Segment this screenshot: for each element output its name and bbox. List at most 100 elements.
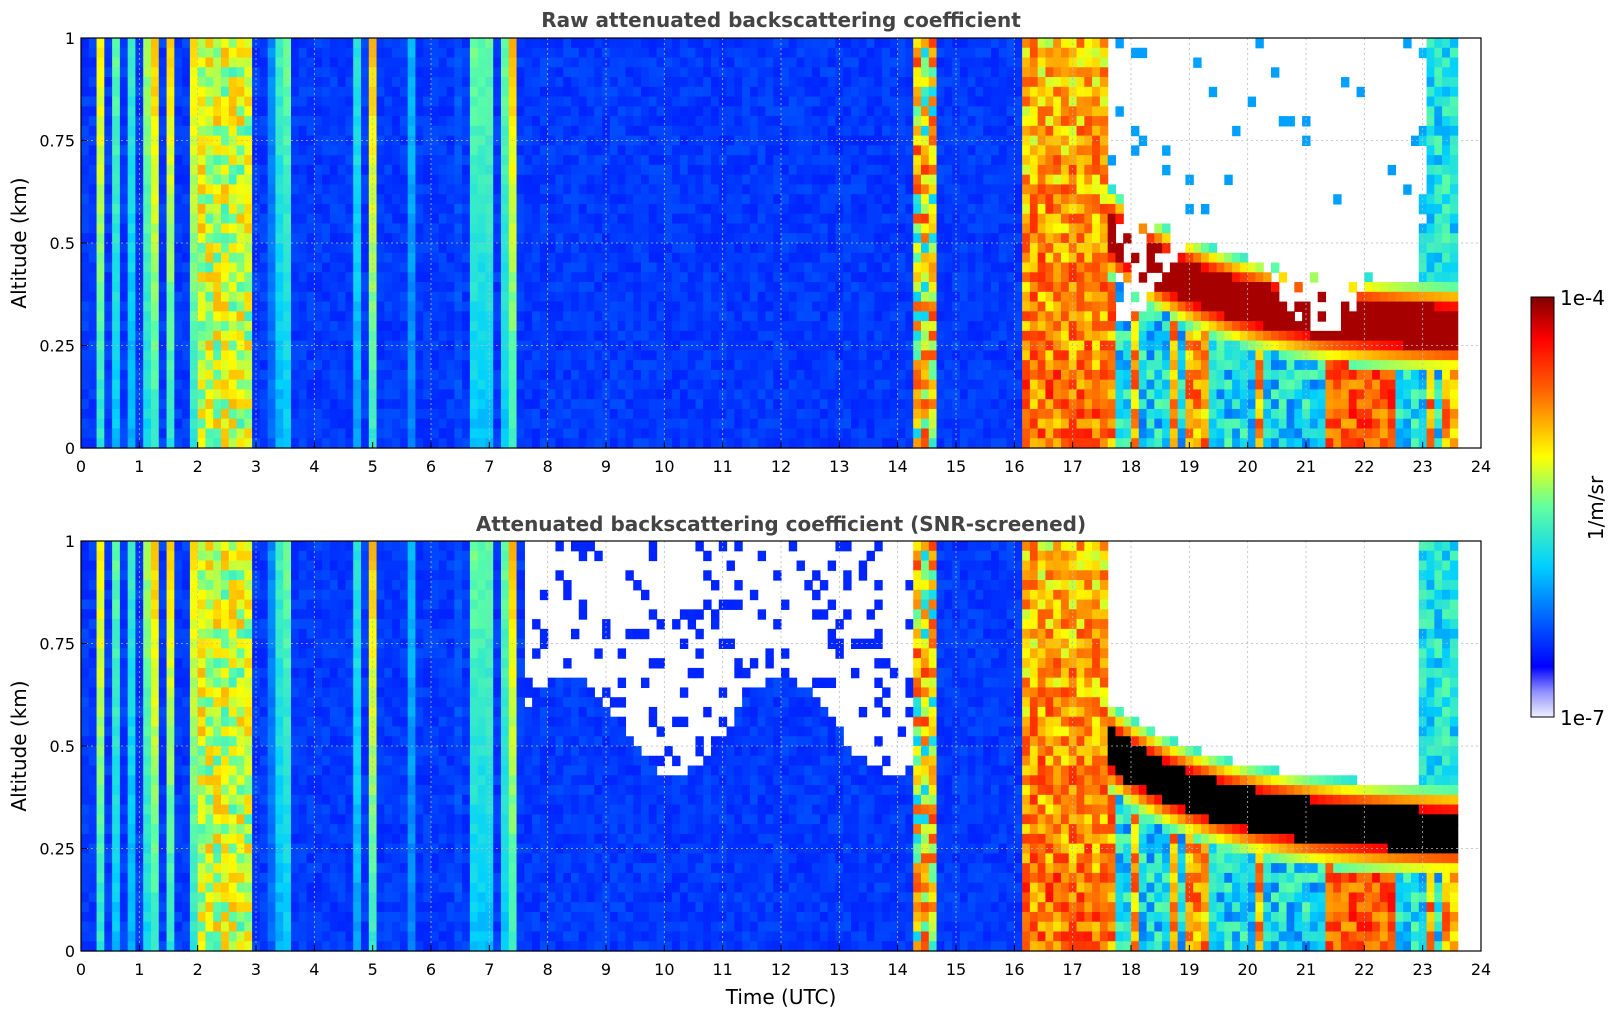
heatmap-cell [812,213,821,225]
heatmap-cell [376,213,385,225]
heatmap-cell [329,57,339,68]
heatmap-cell [897,282,907,293]
heatmap-cell [337,184,347,195]
heatmap-cell [913,399,922,410]
heatmap-cell [236,213,245,225]
heatmap-cell [749,106,759,117]
heatmap-cell [322,399,331,410]
heatmap-cell [578,164,588,176]
heatmap-cell [804,330,813,342]
heatmap-cell [913,350,922,361]
heatmap-cell [291,243,300,254]
heatmap-cell [329,389,339,400]
heatmap-cell [135,321,144,332]
heatmap-cell [353,203,362,215]
heatmap-cell [547,125,557,137]
heatmap-cell [734,174,743,186]
heatmap-cell [765,38,774,49]
heatmap-cell [259,174,269,186]
heatmap-cell [423,77,432,88]
heatmap-cell [291,428,300,439]
heatmap-cell [454,301,463,312]
heatmap-cell [695,155,704,166]
heatmap-cell [96,369,105,381]
heatmap-cell [275,194,284,205]
heatmap-cell [438,155,448,166]
heatmap-cell [399,360,409,371]
heatmap-cell [936,252,945,264]
heatmap-cell [874,428,883,439]
heatmap-cell [547,408,557,420]
heatmap-cell [749,321,759,332]
heatmap-cell [283,125,292,137]
heatmap-cell [547,106,557,117]
heatmap-cell [882,223,891,234]
heatmap-cell [151,360,160,371]
heatmap-cell [819,350,829,361]
heatmap-cell [648,350,658,361]
heatmap-cell [827,262,837,273]
heatmap-cell [508,57,518,68]
heatmap-cell [189,106,199,117]
heatmap-cell [213,116,222,127]
heatmap-cell [648,155,658,166]
heatmap-cell [112,311,121,322]
heatmap-cell [431,164,440,176]
heatmap-cell [493,252,502,264]
heatmap-cell [539,350,549,361]
heatmap-cell [998,38,1008,49]
heatmap-cell [493,389,502,400]
heatmap-cell [462,301,471,312]
heatmap-cell [991,291,1000,303]
heatmap-cell [438,360,448,371]
heatmap-cell [493,125,502,137]
heatmap-cell [742,164,751,176]
heatmap-cell [462,369,471,381]
heatmap-cell [571,291,580,303]
heatmap-cell [322,155,331,166]
heatmap-cell [695,47,704,59]
heatmap-cell [648,330,658,342]
heatmap-cell [835,311,844,322]
heatmap-cell [508,418,518,430]
heatmap-cell [96,213,105,225]
heatmap-cell [353,301,362,312]
heatmap-cell [617,330,627,342]
heatmap-cell [749,155,759,166]
heatmap-cell [213,428,222,439]
heatmap-cell [361,252,370,264]
heatmap-cell [905,194,914,205]
heatmap-cell [967,116,977,127]
heatmap-cell [843,311,852,322]
heatmap-cell [361,399,370,410]
heatmap-cell [617,272,627,283]
heatmap-cell [469,301,479,312]
heatmap-cell [182,399,191,410]
heatmap-cell [384,57,393,68]
heatmap-cell [376,262,385,273]
heatmap-cell [664,291,673,303]
heatmap-cell [921,350,930,361]
heatmap-cell [765,311,774,322]
heatmap-cell [563,369,572,381]
heatmap-cell [773,301,782,312]
heatmap-cell [423,47,432,59]
heatmap-cell [275,262,284,273]
heatmap-cell [423,438,432,449]
heatmap-cell [703,252,712,264]
heatmap-cell [819,233,829,244]
heatmap-cell [314,360,323,371]
heatmap-cell [407,233,417,244]
heatmap-cell [788,164,798,176]
heatmap-cell [866,418,875,430]
heatmap-cell [695,164,704,176]
heatmap-cell [252,301,261,312]
heatmap-cell [749,213,759,225]
heatmap-cell [641,145,650,156]
heatmap-cell [905,125,914,137]
heatmap-cell [454,330,463,342]
heatmap-cell [539,389,549,400]
heatmap-cell [851,399,860,410]
heatmap-cell [189,116,199,127]
heatmap-cell [726,57,735,68]
